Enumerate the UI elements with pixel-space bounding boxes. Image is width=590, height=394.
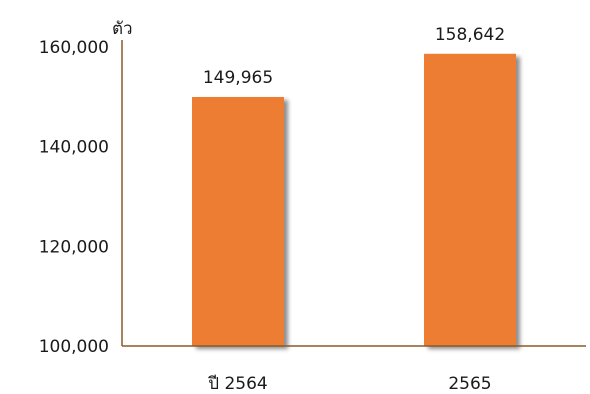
bar-2	[424, 53, 516, 347]
bar-1	[192, 97, 284, 346]
y-tick-label-3: 140,000	[39, 138, 109, 158]
category-label-1: ปี 2564	[207, 374, 267, 394]
y-tick-label-4: 160,000	[39, 38, 109, 58]
category-label-2: 2565	[448, 374, 491, 394]
y-axis-unit-label: ตัว	[112, 19, 133, 39]
data-label-1: 149,965	[203, 68, 273, 88]
bars-layer	[192, 53, 516, 347]
y-tick-label-2: 120,000	[39, 237, 109, 257]
y-tick-label-1: 100,000	[39, 337, 109, 357]
data-label-2: 158,642	[435, 25, 505, 45]
labels-layer: 149,965 ปี 2564 158,642 2565 100,000 120,000 1…	[39, 19, 505, 394]
axes-layer	[121, 40, 586, 347]
